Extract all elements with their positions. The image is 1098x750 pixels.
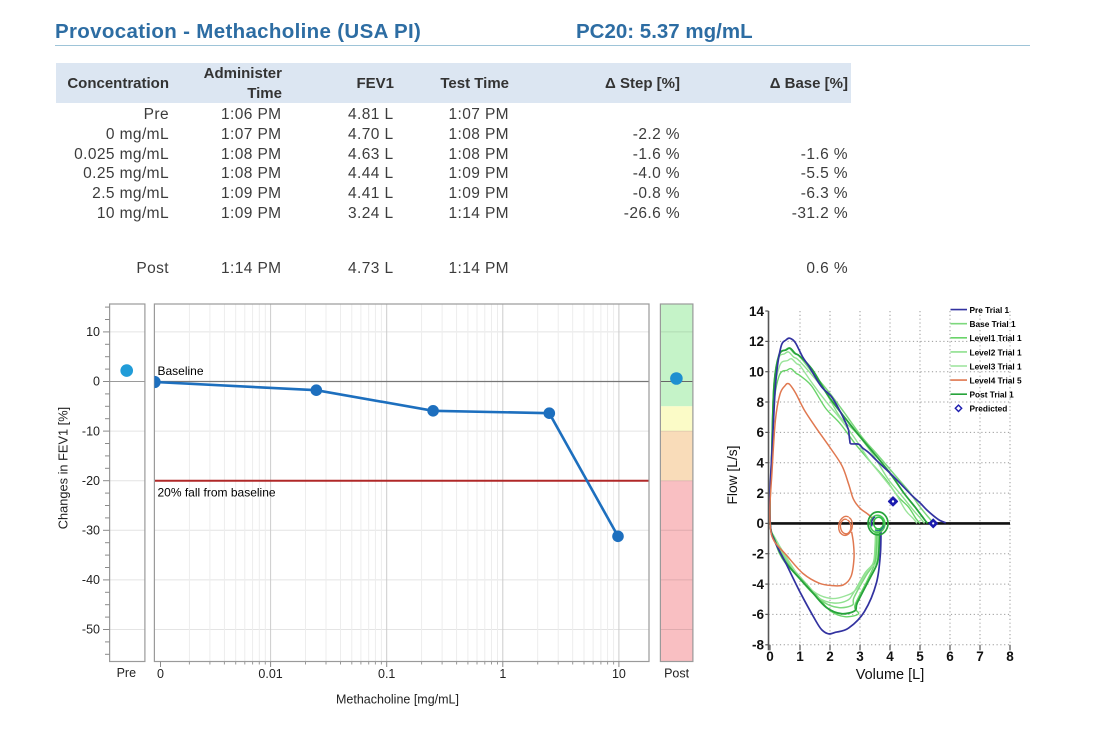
svg-text:8: 8 bbox=[756, 395, 764, 410]
svg-text:Post: Post bbox=[664, 667, 690, 681]
svg-text:0: 0 bbox=[756, 516, 764, 531]
svg-text:-30: -30 bbox=[82, 524, 100, 538]
svg-text:10: 10 bbox=[749, 365, 764, 380]
svg-text:Level2 Trial 1: Level2 Trial 1 bbox=[970, 347, 1023, 357]
svg-text:Volume [L]: Volume [L] bbox=[856, 667, 925, 683]
svg-text:-10: -10 bbox=[82, 424, 100, 438]
svg-text:Changes in FEV1 [%]: Changes in FEV1 [%] bbox=[56, 407, 71, 529]
svg-text:Level4 Trial 5: Level4 Trial 5 bbox=[970, 376, 1023, 386]
svg-text:1: 1 bbox=[796, 649, 804, 664]
svg-text:20% fall from baseline: 20% fall from baseline bbox=[158, 486, 276, 500]
svg-text:6: 6 bbox=[756, 425, 764, 440]
svg-text:0: 0 bbox=[766, 649, 774, 664]
svg-text:-40: -40 bbox=[82, 573, 100, 587]
svg-text:8: 8 bbox=[1006, 649, 1014, 664]
svg-text:3: 3 bbox=[856, 649, 864, 664]
svg-text:Baseline: Baseline bbox=[158, 364, 204, 378]
svg-text:-50: -50 bbox=[82, 623, 100, 637]
svg-text:-20: -20 bbox=[82, 474, 100, 488]
svg-text:14: 14 bbox=[749, 304, 765, 319]
svg-text:Flow [L/s]: Flow [L/s] bbox=[725, 445, 740, 504]
svg-text:-8: -8 bbox=[752, 638, 764, 653]
svg-text:12: 12 bbox=[749, 334, 764, 349]
svg-text:Level1 Trial 1: Level1 Trial 1 bbox=[970, 333, 1023, 343]
svg-text:0.1: 0.1 bbox=[378, 667, 395, 681]
svg-text:Methacholine [mg/mL]: Methacholine [mg/mL] bbox=[336, 693, 459, 707]
svg-text:10: 10 bbox=[86, 325, 100, 339]
svg-text:4: 4 bbox=[886, 649, 894, 664]
svg-text:0: 0 bbox=[93, 375, 100, 389]
svg-text:6: 6 bbox=[946, 649, 954, 664]
svg-text:Predicted: Predicted bbox=[970, 404, 1008, 414]
svg-text:0: 0 bbox=[157, 667, 164, 681]
svg-text:2: 2 bbox=[756, 486, 764, 501]
svg-text:Post Trial 1: Post Trial 1 bbox=[970, 390, 1015, 400]
svg-text:Pre: Pre bbox=[117, 666, 137, 680]
svg-text:0.01: 0.01 bbox=[258, 667, 282, 681]
svg-text:5: 5 bbox=[916, 649, 924, 664]
svg-text:-2: -2 bbox=[752, 547, 764, 562]
svg-text:Base Trial 1: Base Trial 1 bbox=[970, 319, 1017, 329]
svg-text:-6: -6 bbox=[752, 607, 764, 622]
svg-text:4: 4 bbox=[756, 456, 764, 471]
svg-text:-4: -4 bbox=[752, 577, 764, 592]
svg-text:Pre Trial 1: Pre Trial 1 bbox=[970, 305, 1010, 315]
svg-text:7: 7 bbox=[976, 649, 984, 664]
svg-text:10: 10 bbox=[612, 667, 626, 681]
svg-text:Level3 Trial 1: Level3 Trial 1 bbox=[970, 361, 1023, 371]
svg-text:1: 1 bbox=[499, 667, 506, 681]
svg-text:2: 2 bbox=[826, 649, 834, 664]
